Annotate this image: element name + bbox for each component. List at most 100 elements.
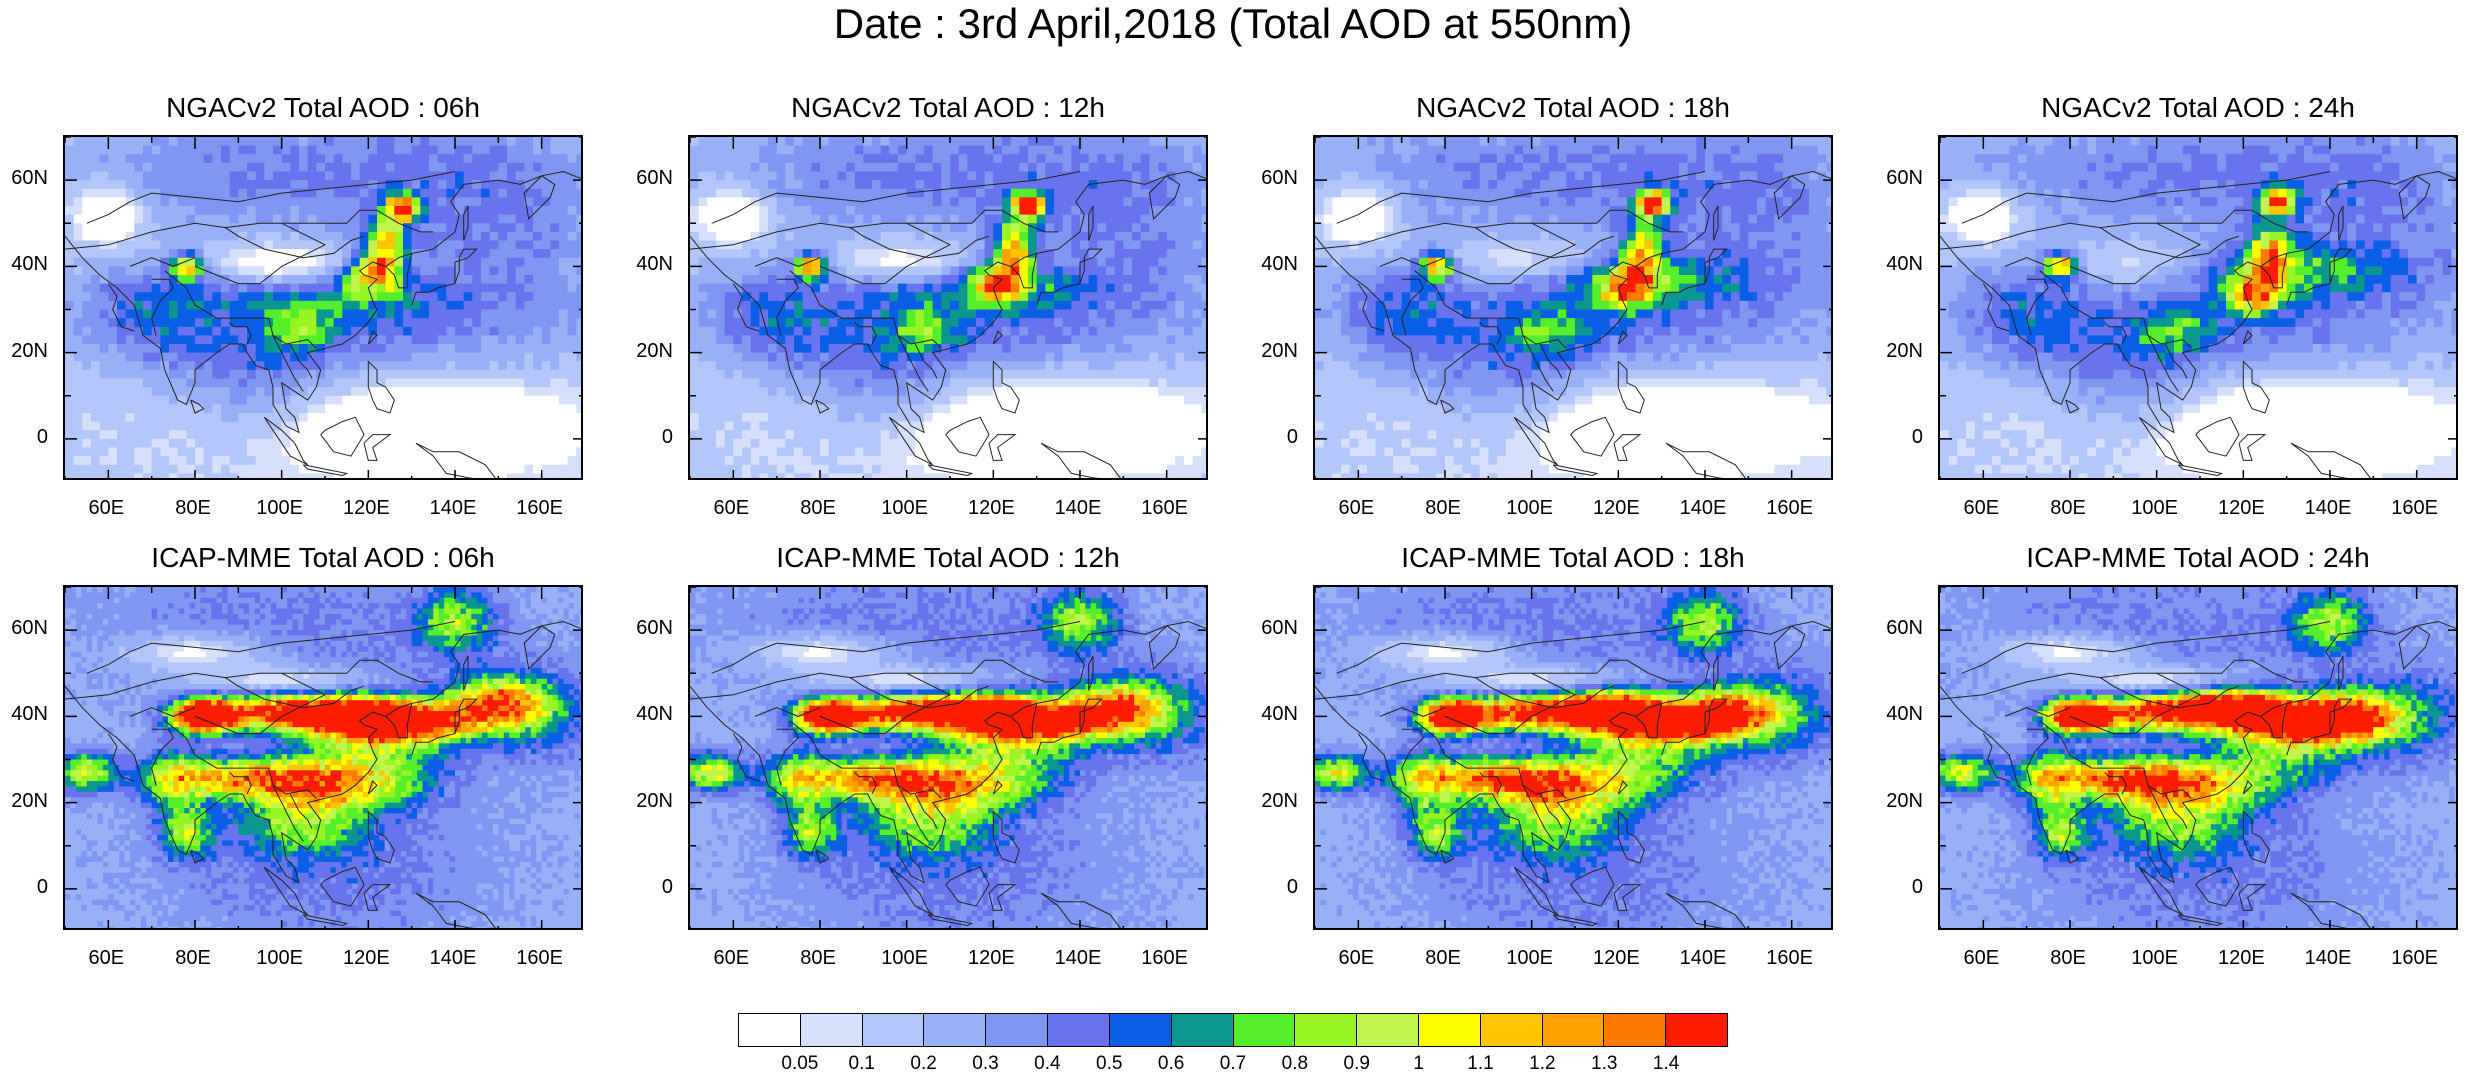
x-tick-label: 80E — [175, 497, 211, 519]
colorbar-swatch — [1357, 1014, 1419, 1046]
colorbar-swatch — [1543, 1014, 1605, 1046]
x-tick-label: 80E — [2050, 947, 2086, 969]
y-tick-label: 0 — [1878, 426, 1923, 448]
colorbar — [738, 1013, 1728, 1047]
aod-map — [688, 585, 1208, 930]
x-tick-label: 160E — [2391, 497, 2438, 519]
colorbar-label: 1.4 — [1653, 1053, 1679, 1075]
aod-field-svg — [65, 137, 583, 480]
y-tick-label: 20N — [628, 340, 673, 362]
x-tick-label: 100E — [256, 947, 303, 969]
colorbar-label: 1 — [1413, 1053, 1424, 1075]
x-tick-label: 140E — [430, 947, 477, 969]
aod-map — [1938, 135, 2458, 480]
aod-map — [688, 135, 1208, 480]
x-tick-label: 60E — [1964, 947, 2000, 969]
aod-map — [1313, 585, 1833, 930]
aod-field-svg — [690, 137, 1208, 480]
aod-field-svg — [690, 587, 1208, 930]
x-tick-label: 60E — [714, 497, 750, 519]
aod-field-svg — [1315, 587, 1833, 930]
x-tick-label: 60E — [714, 947, 750, 969]
y-tick-label: 20N — [628, 790, 673, 812]
x-tick-label: 120E — [2218, 947, 2265, 969]
y-tick-label: 20N — [1878, 790, 1923, 812]
x-tick-label: 160E — [1766, 947, 1813, 969]
y-tick-label: 60N — [628, 167, 673, 189]
x-tick-label: 80E — [1425, 497, 1461, 519]
x-tick-label: 120E — [2218, 497, 2265, 519]
aod-map — [63, 135, 583, 480]
x-tick-label: 80E — [800, 497, 836, 519]
x-tick-label: 140E — [1680, 947, 1727, 969]
x-tick-label: 140E — [2305, 947, 2352, 969]
colorbar-swatch — [1481, 1014, 1543, 1046]
colorbar-label: 1.1 — [1467, 1053, 1493, 1075]
colorbar-label: 0.7 — [1220, 1053, 1246, 1075]
x-tick-label: 80E — [2050, 497, 2086, 519]
y-tick-label: 40N — [1878, 253, 1923, 275]
aod-field-svg — [1315, 137, 1833, 480]
y-tick-label: 0 — [1878, 876, 1923, 898]
y-tick-label: 0 — [628, 876, 673, 898]
x-tick-label: 100E — [881, 947, 928, 969]
y-tick-label: 40N — [628, 703, 673, 725]
x-tick-label: 160E — [1141, 947, 1188, 969]
colorbar-label: 0.05 — [781, 1053, 818, 1075]
colorbar-swatch — [1234, 1014, 1296, 1046]
colorbar-label: 0.1 — [849, 1053, 875, 1075]
x-tick-label: 80E — [800, 947, 836, 969]
aod-field-svg — [1940, 137, 2458, 480]
y-tick-label: 40N — [1253, 253, 1298, 275]
colorbar-label: 0.6 — [1158, 1053, 1184, 1075]
figure-title: Date : 3rd April,2018 (Total AOD at 550n… — [0, 2, 2466, 46]
x-tick-label: 60E — [1339, 947, 1375, 969]
x-tick-label: 100E — [256, 497, 303, 519]
x-tick-label: 140E — [1680, 497, 1727, 519]
colorbar-label: 0.8 — [1282, 1053, 1308, 1075]
y-tick-label: 20N — [3, 340, 48, 362]
y-tick-label: 60N — [628, 617, 673, 639]
panel-title: NGACv2 Total AOD : 12h — [688, 93, 1208, 123]
y-tick-label: 0 — [628, 426, 673, 448]
y-tick-label: 60N — [1253, 617, 1298, 639]
colorbar-swatch — [739, 1014, 801, 1046]
x-tick-label: 160E — [1141, 497, 1188, 519]
x-tick-label: 100E — [1506, 947, 1553, 969]
aod-field-svg — [65, 587, 583, 930]
aod-field-svg — [1940, 587, 2458, 930]
y-tick-label: 40N — [1878, 703, 1923, 725]
x-tick-label: 60E — [89, 947, 125, 969]
colorbar-swatch — [801, 1014, 863, 1046]
x-tick-label: 80E — [1425, 947, 1461, 969]
colorbar-swatch — [924, 1014, 986, 1046]
aod-map — [1938, 585, 2458, 930]
x-tick-label: 120E — [968, 497, 1015, 519]
y-tick-label: 60N — [3, 617, 48, 639]
y-tick-label: 40N — [3, 703, 48, 725]
colorbar-label: 1.2 — [1529, 1053, 1555, 1075]
y-tick-label: 20N — [1878, 340, 1923, 362]
colorbar-label: 0.2 — [910, 1053, 936, 1075]
colorbar-swatch — [863, 1014, 925, 1046]
x-tick-label: 120E — [1593, 947, 1640, 969]
y-tick-label: 60N — [1253, 167, 1298, 189]
x-tick-label: 100E — [2131, 497, 2178, 519]
x-tick-label: 100E — [2131, 947, 2178, 969]
x-tick-label: 100E — [1506, 497, 1553, 519]
y-tick-label: 60N — [3, 167, 48, 189]
y-tick-label: 0 — [3, 876, 48, 898]
panel-title: ICAP-MME Total AOD : 24h — [1938, 543, 2458, 573]
y-tick-label: 40N — [3, 253, 48, 275]
x-tick-label: 60E — [1339, 497, 1375, 519]
y-tick-label: 60N — [1878, 167, 1923, 189]
y-tick-label: 0 — [3, 426, 48, 448]
y-tick-label: 40N — [628, 253, 673, 275]
colorbar-label: 0.9 — [1344, 1053, 1370, 1075]
x-tick-label: 140E — [1055, 947, 1102, 969]
colorbar-swatch — [1110, 1014, 1172, 1046]
colorbar-swatch — [1295, 1014, 1357, 1046]
colorbar-label: 1.3 — [1591, 1053, 1617, 1075]
colorbar-label: 0.3 — [972, 1053, 998, 1075]
